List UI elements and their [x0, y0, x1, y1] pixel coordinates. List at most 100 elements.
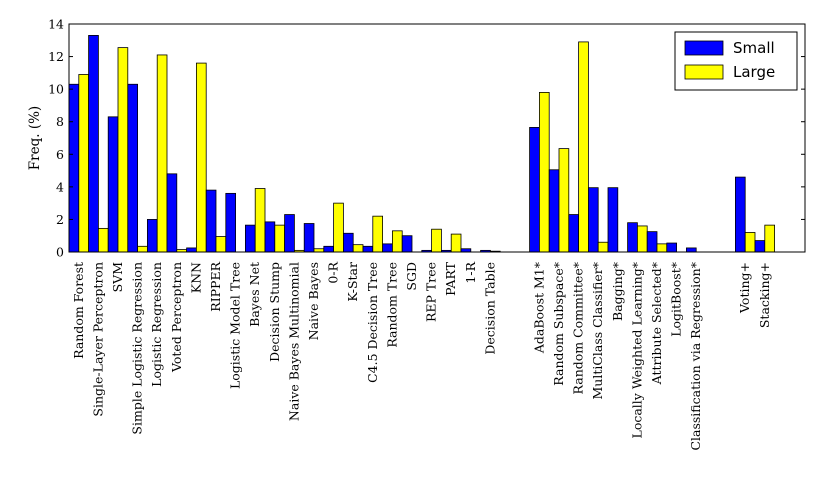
bar-large	[78, 74, 90, 253]
bar-small	[646, 231, 658, 253]
bar-large	[98, 227, 109, 253]
bar-small	[284, 214, 295, 253]
x-category-label: SGD	[404, 262, 419, 291]
bar-large	[352, 244, 364, 253]
x-category-label: 1-R	[463, 261, 478, 283]
category-labels: Random Forest Single-Layer Perceptron SVM S…	[71, 261, 772, 450]
bar-large	[156, 54, 168, 253]
x-category-label: Logistic Model Tree	[228, 262, 243, 389]
x-category-label: Stacking+	[757, 262, 772, 328]
x-category-label: Locally Weighted Learning*	[629, 261, 644, 438]
legend-label-small: Small	[733, 39, 775, 57]
bar-small	[382, 243, 393, 253]
bar-small	[264, 221, 276, 253]
y-axis: 0 2 4 6 8 10 12 14	[48, 17, 805, 260]
legend-label-large: Large	[733, 63, 775, 81]
x-category-label: K-Star	[345, 262, 360, 302]
x-category-label: MultiClass Classifier*	[590, 261, 605, 399]
bar-large	[764, 224, 775, 253]
bar-small	[127, 83, 139, 253]
bar-large	[391, 230, 403, 253]
legend-swatch-large	[684, 64, 724, 80]
x-category-label: Naive Bayes	[306, 262, 321, 340]
bar-large	[578, 41, 589, 253]
bar-large	[744, 232, 756, 253]
x-category-label: Logistic Regression	[149, 262, 164, 387]
x-category-label: LogitBoost*	[669, 261, 684, 337]
y-tick-label: 12	[48, 49, 64, 64]
y-tick-label: 0	[56, 245, 64, 260]
x-category-label: Attribute Selected*	[649, 261, 664, 385]
x-category-label: Voted Perceptron	[169, 262, 184, 373]
bar-large	[431, 228, 442, 253]
x-category-label: Single-Layer Perceptron	[90, 262, 105, 417]
bar-large	[450, 233, 462, 253]
x-category-label: Classification via Regression*	[688, 261, 703, 450]
bar-small	[401, 235, 413, 253]
bar-small	[362, 245, 374, 253]
bar-small	[205, 189, 217, 253]
legend-swatch-small	[684, 40, 724, 56]
bar-small	[588, 187, 599, 253]
bar-small	[686, 247, 697, 253]
bar-small	[244, 224, 256, 253]
bar-large	[637, 225, 648, 253]
y-tick-label: 10	[48, 82, 64, 97]
x-category-label: Random Forest	[71, 262, 86, 359]
bars-layer	[68, 35, 775, 253]
legend: Small Large	[674, 31, 798, 91]
bar-small	[568, 214, 579, 253]
x-category-label: Random Committee*	[571, 261, 586, 394]
y-tick-label: 2	[56, 212, 64, 227]
bar-small	[303, 223, 315, 253]
x-category-label: KNN	[188, 262, 203, 293]
y-axis-label: Freq. (%)	[27, 106, 43, 170]
bar-large	[215, 236, 227, 253]
y-tick-label: 4	[56, 179, 64, 194]
bar-large	[195, 62, 207, 253]
bar-large	[254, 188, 266, 253]
bar-small	[107, 116, 119, 253]
x-category-label: C4.5 Decision Tree	[365, 262, 380, 383]
y-tick-label: 8	[56, 114, 64, 129]
x-category-label: Bayes Net	[247, 262, 262, 327]
bar-small	[225, 192, 237, 253]
x-category-label: PART	[443, 261, 458, 295]
x-category-label: SVM	[110, 262, 125, 293]
bar-small	[88, 35, 99, 253]
bar-large	[137, 245, 148, 253]
x-category-label: Decision Table	[482, 262, 497, 355]
bar-small	[68, 83, 80, 253]
bar-large	[656, 243, 668, 253]
bar-small	[342, 232, 354, 253]
bar-small	[607, 187, 619, 253]
y-tick-label: 6	[56, 147, 64, 162]
bar-small	[146, 219, 158, 253]
bar-small	[735, 176, 746, 253]
bar-small	[323, 245, 334, 253]
x-category-label: 0-R	[326, 261, 341, 283]
bar-large	[274, 224, 285, 253]
x-category-label: Voting+	[737, 262, 752, 314]
bar-large	[117, 47, 129, 253]
y-tick-label: 14	[48, 17, 64, 32]
bar-large	[539, 92, 550, 253]
x-category-label: Simple Logistic Regression	[130, 262, 145, 435]
x-category-label: AdaBoost M1*	[531, 261, 546, 354]
x-category-label: Random Tree	[384, 262, 399, 348]
x-category-label: Bagging*	[610, 261, 625, 321]
bar-large	[558, 148, 570, 253]
x-category-label: REP Tree	[424, 262, 439, 322]
bar-small	[529, 127, 540, 253]
x-category-label: Decision Stump	[267, 262, 282, 362]
bar-small	[548, 169, 560, 253]
x-category-label: RIPPER	[208, 261, 223, 311]
bar-small	[666, 242, 677, 253]
axes-frame	[68, 23, 806, 253]
bar-small	[186, 247, 197, 253]
bar-small	[627, 222, 638, 253]
bar-large	[372, 215, 383, 253]
bar-small	[754, 240, 766, 253]
x-category-label: Naive Bayes Multinomial	[286, 262, 301, 421]
